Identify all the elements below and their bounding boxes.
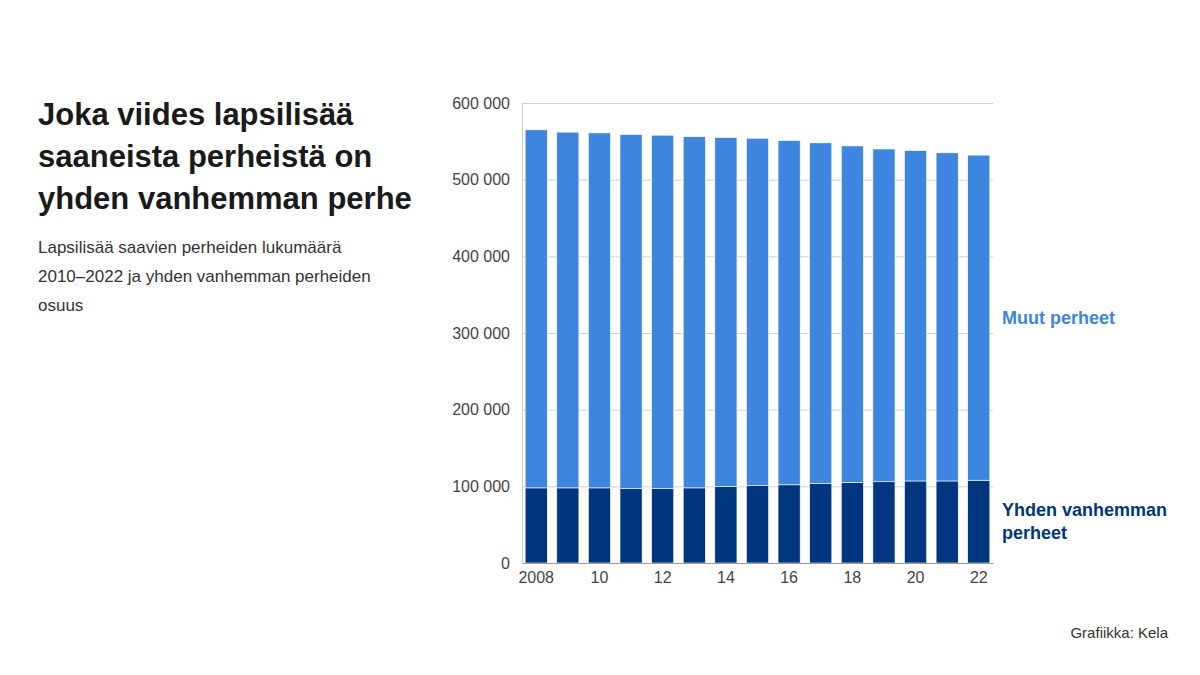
x-tick-label: 2008 — [518, 569, 554, 586]
x-tick: 16 — [780, 563, 798, 586]
x-tick-label: 16 — [780, 569, 798, 586]
subtitle: Lapsilisää saavien perheiden lukumäärä 20… — [38, 238, 371, 315]
bar — [936, 481, 958, 563]
series-label: Muut perheet — [1002, 308, 1115, 328]
text-line: perheet — [1002, 523, 1067, 543]
text-line: Joka viides lapsilisää — [38, 97, 354, 132]
grid-line — [522, 103, 993, 104]
x-tick-label: 10 — [591, 569, 609, 586]
title: Joka viides lapsilisää saaneista perheist… — [38, 97, 412, 216]
x-tick-label: 12 — [654, 569, 672, 586]
bar — [652, 489, 674, 563]
bar — [652, 135, 674, 488]
bar — [620, 134, 642, 488]
y-tick-label: 100 000 — [452, 478, 510, 495]
y-tick-label: 300 000 — [452, 325, 510, 342]
y-tick-label: 200 000 — [452, 401, 510, 418]
bar — [778, 485, 800, 563]
x-tick: 18 — [843, 563, 861, 586]
text-line: Lapsilisää saavien perheiden lukumäärä — [38, 238, 342, 257]
text-line: Muut perheet — [1002, 308, 1115, 328]
text-line: Yhden vanhemman — [1002, 500, 1167, 520]
y-tick-label: 600 000 — [452, 95, 510, 112]
bars — [525, 130, 990, 563]
y-tick-label: 400 000 — [452, 248, 510, 265]
x-tick-label: 22 — [970, 569, 988, 586]
bar — [778, 141, 800, 485]
x-tick-label: 14 — [717, 569, 735, 586]
x-tick: 10 — [591, 563, 609, 586]
bar — [588, 488, 610, 563]
bar — [968, 155, 990, 480]
bar — [968, 480, 990, 563]
x-tick: 12 — [654, 563, 672, 586]
bar — [715, 486, 737, 563]
x-tick-label: 20 — [907, 569, 925, 586]
bar — [810, 143, 832, 483]
bar — [936, 153, 958, 481]
text-line: 2010–2022 ja yhden vanhemman perheiden — [38, 267, 371, 286]
bar — [841, 146, 863, 483]
x-tick-label: 18 — [843, 569, 861, 586]
bar — [557, 132, 579, 488]
x-axis-line — [523, 563, 994, 564]
source: Grafiikka: Kela — [1070, 624, 1168, 641]
bar — [683, 137, 705, 488]
x-tick: 22 — [970, 563, 988, 586]
bar — [904, 481, 926, 563]
text-line: saaneista perheistä on — [38, 139, 372, 174]
series-label: Yhden vanhemman perheet — [1002, 500, 1167, 543]
y-tick-label: 500 000 — [452, 171, 510, 188]
chart: Joka viides lapsilisää saaneista perheist… — [0, 0, 1200, 675]
series — [525, 130, 990, 489]
bar — [588, 133, 610, 488]
x-tick: 14 — [717, 563, 735, 586]
bar — [525, 488, 547, 563]
bar — [873, 149, 895, 482]
bar — [746, 138, 768, 485]
bar — [683, 488, 705, 563]
x-axis: 2008 10 12 14 16 18 20 22 — [518, 563, 993, 586]
y-tick: 600 000 — [452, 95, 993, 112]
x-tick: 2008 — [518, 563, 554, 586]
bar — [620, 489, 642, 563]
x-tick: 20 — [907, 563, 925, 586]
series — [525, 480, 990, 563]
bar — [557, 488, 579, 563]
bar — [715, 138, 737, 487]
grid-line — [522, 563, 993, 564]
text-line: yhden vanhemman perhe — [38, 181, 412, 216]
text-line: osuus — [38, 296, 83, 315]
bar — [841, 483, 863, 564]
bar — [873, 482, 895, 563]
bar — [746, 486, 768, 563]
bar — [904, 151, 926, 481]
y-axis: 0 100 000 200 000 300 000 400 000 500 000 600 … — [452, 95, 993, 572]
bar — [525, 130, 547, 488]
bar — [810, 483, 832, 563]
y-tick-label: 0 — [501, 555, 510, 572]
